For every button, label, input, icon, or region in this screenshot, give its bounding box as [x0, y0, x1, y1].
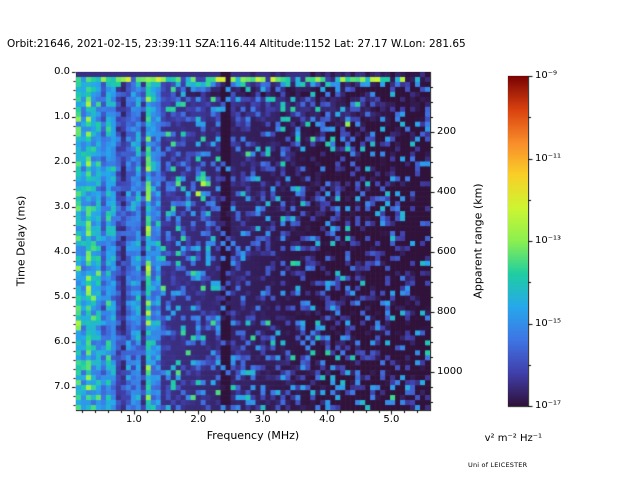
y-tick-label: 0.0 — [54, 66, 70, 77]
y2-tick-label: 200 — [437, 126, 457, 138]
y-tick-label: 7.0 — [54, 381, 70, 393]
colorbar-tick-label: 10⁻¹⁷ — [535, 400, 562, 411]
y-tick-label: 6.0 — [54, 336, 70, 348]
y-tick-label: 4.0 — [54, 246, 70, 258]
branding-text: Uni of LEICESTER — [468, 461, 528, 469]
colorbar-tick-label: 10⁻¹³ — [535, 235, 562, 246]
colorbar-units-label: v² m⁻² Hz⁻¹ — [484, 433, 542, 444]
x-tick-label: 1.0 — [125, 414, 142, 425]
y-tick-label: 1.0 — [54, 111, 70, 123]
y-tick-label: 2.0 — [54, 156, 70, 168]
y-tick-label: 3.0 — [54, 201, 70, 213]
x-tick-label: 5.0 — [383, 414, 400, 425]
x-tick-label: 4.0 — [319, 414, 335, 425]
y-axis-label-left: Time Delay (ms) — [14, 195, 28, 287]
y2-tick-label: 800 — [437, 306, 457, 318]
y-tick-label: 5.0 — [54, 291, 70, 303]
x-tick-label: 2.0 — [190, 414, 207, 425]
colorbar-tick-label: 10⁻¹⁵ — [535, 317, 562, 329]
colorbar-tick-label: 10⁻⁹ — [535, 70, 558, 81]
colorbar-tick-label: 10⁻¹¹ — [535, 152, 562, 164]
x-axis-label: Frequency (MHz) — [206, 429, 300, 442]
y-axis-label-right: Apparent range (km) — [471, 183, 485, 299]
heatmap-canvas — [76, 72, 430, 410]
colorbar — [508, 76, 528, 406]
y2-tick-label: 1000 — [437, 366, 463, 378]
y2-tick-label: 400 — [437, 186, 457, 198]
x-tick-label: 3.0 — [254, 414, 271, 425]
y2-tick-label: 600 — [437, 246, 457, 258]
